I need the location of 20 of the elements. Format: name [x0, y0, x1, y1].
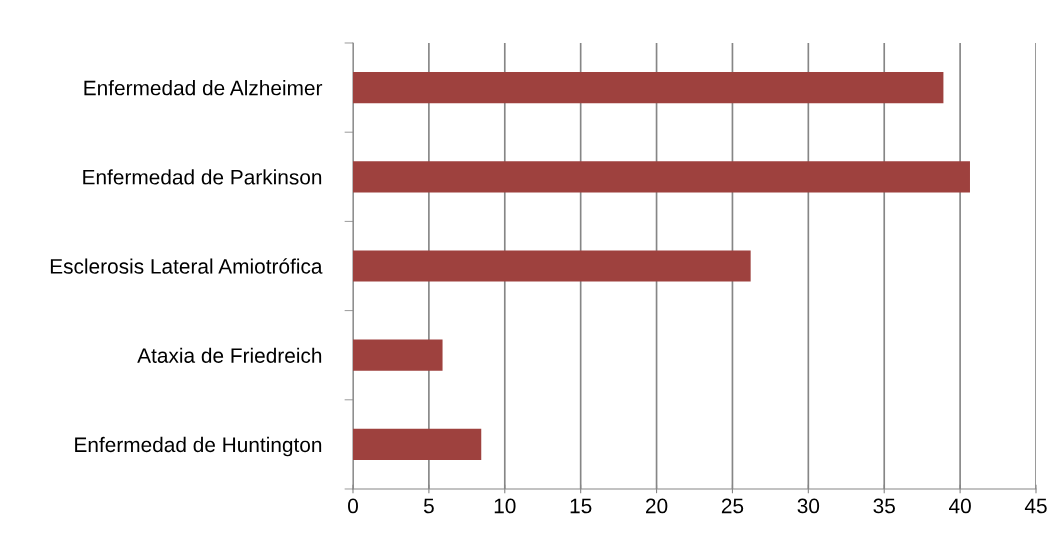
y-tick-label: Enfermedad de Parkinson	[83, 169, 322, 185]
x-tick-label: 20	[646, 498, 668, 514]
x-tick-label: 45	[1024, 498, 1047, 514]
y-tick-label: Enfermedad de Huntington	[75, 436, 322, 457]
y-tick-label: Ataxia de Friedreich	[137, 347, 322, 363]
x-tick-label: 35	[873, 498, 895, 514]
bar	[353, 339, 443, 371]
x-tick-label: 30	[797, 498, 820, 514]
x-tick-label: 25	[721, 498, 744, 514]
x-tick-label: 10	[494, 498, 516, 514]
y-tick-label: Esclerosis Lateral Amiotrófica	[50, 258, 323, 274]
y-tick-label: Enfermedad de Alzheimer	[84, 80, 323, 96]
x-tick-label: 40	[949, 498, 971, 514]
x-tick-label: 15	[570, 498, 592, 514]
bar	[353, 250, 751, 282]
bar	[353, 428, 482, 461]
x-tick-label: 5	[423, 498, 434, 514]
x-tick-label: 0	[348, 498, 358, 514]
bar	[353, 161, 970, 193]
bar	[353, 71, 944, 104]
